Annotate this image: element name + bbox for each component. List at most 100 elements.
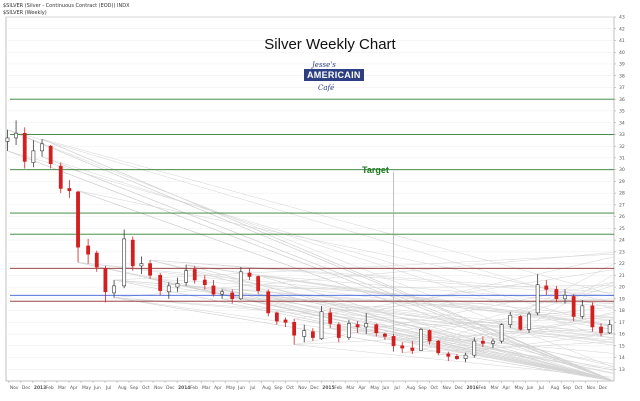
candle-body (480, 340, 485, 344)
y-tick-label: 43 (619, 15, 625, 21)
x-tick-label: Apr (503, 385, 511, 391)
candle-body (472, 340, 477, 356)
x-tick-label: Jun (526, 385, 534, 391)
candle-body (336, 324, 341, 338)
candle-body (455, 356, 459, 359)
candle-body (192, 269, 197, 281)
candle-body (383, 333, 387, 337)
trend-fan-line (330, 307, 615, 334)
chart-title: Silver Weekly Chart (264, 36, 396, 53)
y-tick-label: 38 (619, 73, 625, 79)
candle-body (14, 132, 18, 139)
x-tick-label: Mar (58, 385, 66, 391)
y-tick-label: 42 (619, 26, 625, 32)
x-tick-label: Oct (575, 385, 583, 391)
candle-body (599, 326, 603, 334)
logo-line-3: Café (318, 84, 335, 92)
candle-body (283, 319, 288, 323)
x-tick-label: Aug (551, 385, 560, 391)
candle-body (5, 137, 10, 142)
trend-fan-line (7, 129, 615, 310)
x-tick-label: Sep (418, 385, 426, 391)
x-tick-label: Dec (599, 385, 608, 391)
x-tick-label: Dec (166, 385, 175, 391)
candle-body (122, 238, 127, 287)
candle-body (76, 191, 80, 248)
trend-fan-line (41, 138, 615, 382)
x-tick-label: Jun (93, 385, 101, 391)
y-tick-label: 36 (619, 97, 625, 103)
candle-body (94, 252, 99, 268)
y-tick-label: 27 (619, 202, 625, 208)
x-tick-label: Nov (587, 385, 596, 391)
x-tick-label: Feb (479, 385, 487, 391)
y-tick-label: 35 (619, 109, 625, 115)
x-tick-label: Nov (298, 385, 307, 391)
x-tick-label: 2016 (466, 385, 478, 391)
candle-body (266, 291, 271, 314)
candle-body (410, 347, 415, 351)
trend-fan-line (222, 298, 615, 382)
candle-body (302, 330, 307, 337)
trend-fan-line (366, 256, 615, 314)
candle-body (139, 263, 144, 267)
americain-cafe-logo: Jesse's AMERICAIN Café (298, 60, 364, 96)
trend-fan-line (366, 312, 615, 382)
x-tick-label: Mar (346, 385, 354, 391)
candle-body (491, 340, 495, 344)
x-tick-label: Apr (214, 385, 222, 391)
candle-body (607, 324, 612, 334)
candle-body (391, 336, 396, 347)
trend-fan-line (78, 262, 615, 318)
candle-body (463, 354, 468, 359)
candle-body (202, 279, 207, 286)
trend-fan-line (510, 327, 615, 338)
x-tick-label: May (370, 385, 379, 391)
y-tick-label: 26 (619, 214, 625, 220)
trend-fan-line (78, 262, 615, 327)
y-tick-label: 28 (619, 191, 625, 197)
trend-fan-line (438, 333, 615, 356)
candle-body (436, 340, 441, 354)
y-tick-label: 30 (619, 167, 625, 173)
y-tick-label: 20 (619, 285, 625, 291)
candle-body (22, 132, 27, 162)
candle-body (563, 294, 567, 300)
trend-fan-line (41, 138, 615, 296)
x-tick-label: Oct (286, 385, 294, 391)
x-tick-label: Sep (130, 385, 138, 391)
x-tick-label: Nov (10, 385, 19, 391)
candle-body (292, 321, 297, 336)
chart-header-period: $SILVER (Weekly) (3, 10, 47, 16)
y-tick-label: 31 (619, 156, 625, 162)
y-tick-label: 23 (619, 249, 625, 255)
trend-fan-line (330, 298, 615, 309)
trend-fan-line (77, 190, 615, 303)
y-tick-label: 29 (619, 179, 625, 185)
x-tick-label: Sep (274, 385, 282, 391)
trend-fan-line (114, 279, 615, 382)
x-tick-label: May (226, 385, 235, 391)
x-tick-label: Mar (491, 385, 499, 391)
candle-body (446, 353, 451, 357)
x-tick-label: 2013 (34, 385, 46, 391)
trend-fan-line (77, 190, 615, 382)
x-tick-label: May (515, 385, 524, 391)
x-tick-label: Dec (310, 385, 319, 391)
x-tick-label: Feb (46, 385, 54, 391)
logo-line-2: AMERICAIN (304, 69, 364, 81)
candle-body (347, 323, 351, 338)
trend-fan-line (294, 344, 615, 378)
candle-body (40, 143, 44, 152)
candle-body (527, 313, 531, 330)
y-tick-label: 34 (619, 120, 625, 126)
candle-body (427, 330, 432, 342)
y-tick-label: 13 (619, 367, 625, 373)
candle-body (86, 245, 91, 255)
x-tick-label: Feb (334, 385, 342, 391)
x-tick-label: Jul (538, 385, 544, 391)
trend-fan-line (258, 275, 615, 382)
chart-header-symbol: $SILVER (Silver - Continuous Contract (E… (3, 3, 130, 9)
trend-fan-line (222, 289, 615, 382)
candle-body (328, 312, 333, 324)
